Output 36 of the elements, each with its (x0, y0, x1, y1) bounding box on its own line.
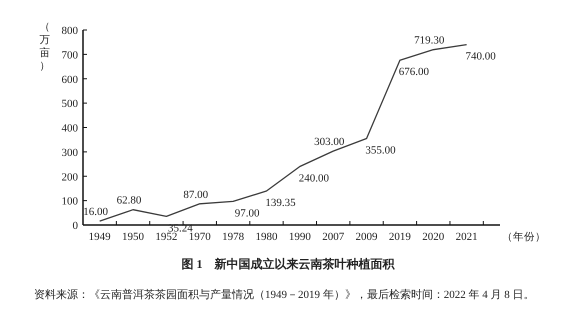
y-tick-label: 700 (62, 49, 78, 62)
x-tick-label: 1949 (88, 231, 112, 243)
x-tick-label: 2019 (388, 231, 412, 243)
x-tick-label: 1980 (255, 231, 278, 243)
x-tick-label: 2009 (356, 231, 378, 243)
data-label: 676.00 (398, 66, 430, 78)
data-label: 87.00 (183, 188, 209, 201)
data-label: 719.30 (414, 34, 445, 47)
data-label: 16.00 (83, 206, 109, 218)
text: 资料来源：《云南普洱茶茶园面积与产量情况（1949－2019 年）》，最后检索时间：2022 年 4 月 8 日。 (34, 288, 534, 301)
y-tick-label: 400 (62, 122, 78, 134)
data-label: 97.00 (234, 207, 260, 220)
x-tick-label: 1978 (222, 231, 245, 243)
x-axis-title: （年份） (502, 231, 546, 243)
x-tick-label: 1970 (188, 231, 212, 243)
y-tick-label: 0 (72, 220, 78, 232)
y-tick-label: 200 (62, 171, 78, 184)
y-tick-label: 500 (62, 98, 78, 110)
y-tick-label: 800 (62, 25, 78, 37)
x-tick-label: 2007 (322, 231, 345, 243)
text: 图 1 新中国成立以来云南茶叶种植面积 (182, 257, 396, 271)
x-tick-label: 1990 (288, 231, 312, 243)
data-label: 303.00 (314, 136, 345, 148)
y-tick-label: 300 (62, 146, 78, 159)
data-label: 139.35 (265, 197, 296, 210)
data-label: 740.00 (466, 50, 496, 63)
y-tick-label: 100 (62, 196, 78, 208)
y-tick-label: 600 (62, 74, 78, 86)
x-tick-label: 2020 (422, 231, 445, 243)
data-label: 240.00 (298, 172, 330, 184)
data-label: 355.00 (365, 144, 396, 156)
x-tick-label: 1950 (122, 231, 145, 243)
data-label: 62.80 (116, 194, 142, 207)
x-tick-label: 1952 (155, 231, 178, 243)
x-tick-label: 2021 (456, 231, 478, 243)
y-axis-title: （万亩） (40, 22, 50, 72)
